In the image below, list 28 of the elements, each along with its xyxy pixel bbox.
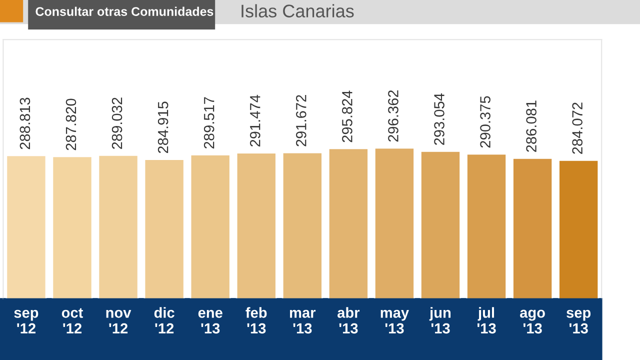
data-label: 296.362 xyxy=(388,90,398,142)
x-tick-label: abr '13 xyxy=(338,307,360,334)
x-tick-label: dic '12 xyxy=(154,307,174,334)
x-tick-label: sep '13 xyxy=(566,310,591,334)
x-tick-label: may '13 xyxy=(380,310,409,334)
chart-title: Islas Canarias xyxy=(242,4,354,18)
text: Consultar otras Comunidades xyxy=(36,6,214,16)
x-tick-label: feb '13 xyxy=(246,307,267,334)
data-label: 284.915 xyxy=(158,102,168,154)
x-tick-label: mar '13 xyxy=(290,310,316,334)
x-tick-label: ago '13 xyxy=(520,310,545,334)
data-label: 290.375 xyxy=(480,96,490,148)
x-tick-label: jun '13 xyxy=(429,307,451,334)
data-label: 287.820 xyxy=(66,98,76,150)
x-tick-label: nov '12 xyxy=(106,310,132,334)
data-label: 289.032 xyxy=(112,98,122,149)
data-label: 286.081 xyxy=(526,100,536,152)
data-label: 291.474 xyxy=(250,94,260,146)
data-label: 284.072 xyxy=(572,102,582,154)
x-tick-label: jul '13 xyxy=(477,307,496,334)
data-label: 295.824 xyxy=(342,90,352,142)
x-tick-label: ene '13 xyxy=(198,310,222,334)
data-label: 289.517 xyxy=(204,97,214,148)
data-label: 291.672 xyxy=(296,95,306,146)
data-label: 293.054 xyxy=(434,93,444,145)
data-label: 288.813 xyxy=(20,98,30,150)
x-tick-label: oct '12 xyxy=(62,308,84,334)
x-tick-label: sep '12 xyxy=(14,310,38,334)
